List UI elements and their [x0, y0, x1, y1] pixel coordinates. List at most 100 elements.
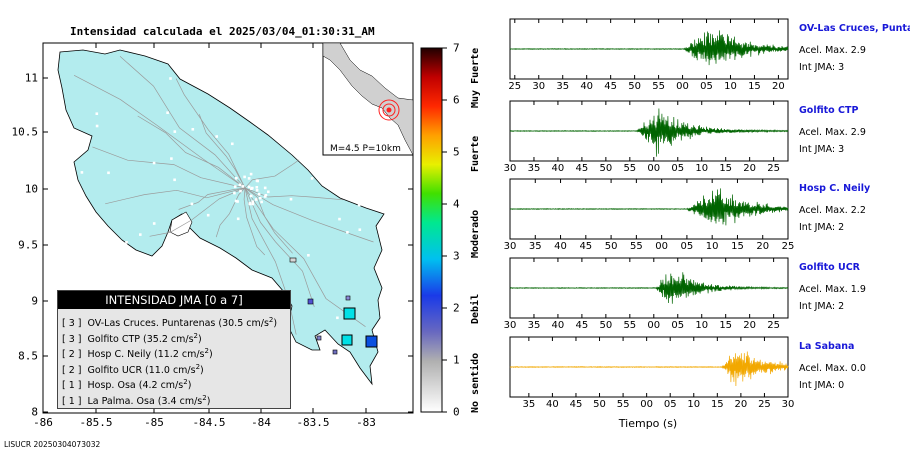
town-dot — [248, 202, 252, 206]
station-jma-intensity: Int JMA: 0 — [799, 380, 845, 391]
time-tick-label: 45 — [569, 399, 583, 410]
town-dot — [107, 171, 110, 175]
station-max-accel: Acel. Max. 2.9 — [799, 45, 866, 56]
town-dot — [247, 185, 251, 189]
legend-row: [ 2 ] Golfito UCR (11.0 cm/s2) — [58, 360, 290, 376]
legend-row-close: ) — [200, 364, 204, 376]
town-dot — [80, 171, 84, 174]
town-dot — [358, 228, 362, 231]
town-dot — [233, 191, 236, 195]
costa-rica-land — [57, 49, 385, 386]
legend-row: [ 3 ] OV-Las Cruces. Puntarenas (30.5 cm/… — [58, 313, 290, 329]
time-tick-label: 00 — [647, 163, 661, 174]
legend-row-close: ) — [198, 333, 202, 345]
time-tick-label: 05 — [671, 163, 685, 174]
legend-row-text: Hosp. Osa (4.2 cm/s — [87, 380, 184, 392]
time-tick-label: 35 — [527, 163, 541, 174]
town-dot — [241, 185, 245, 188]
time-tick-label: 55 — [616, 399, 630, 410]
time-tick-label: 50 — [599, 320, 613, 331]
seismogram-panel — [509, 257, 789, 319]
time-tick-label: 50 — [604, 241, 618, 252]
town-dot — [108, 259, 111, 262]
town-dot — [289, 197, 293, 201]
time-tick-label: 45 — [604, 81, 618, 92]
town-dot — [187, 78, 190, 81]
town-dot — [259, 196, 262, 200]
town-dot — [307, 254, 310, 257]
legend-row-text: OV-Las Cruces. Puntarenas (30.5 cm/s — [87, 318, 269, 330]
legend-row-level: [ 2 ] — [62, 364, 82, 376]
station-name: La Sabana — [799, 341, 855, 352]
time-tick-label: 20 — [743, 163, 757, 174]
town-dot — [125, 241, 128, 244]
time-tick-label: 35 — [522, 399, 536, 410]
time-tick-label: 25 — [758, 399, 771, 410]
time-axis-label: Tiempo (s) — [618, 417, 678, 430]
road — [244, 187, 315, 308]
time-tick-label: 25 — [508, 81, 522, 92]
station-max-accel: Acel. Max. 2.2 — [799, 205, 866, 216]
lon-tick-label: -86 — [33, 416, 53, 429]
legend-row-text: Golfito CTP (35.2 cm/s — [87, 333, 194, 345]
lon-tick-label: -85 — [144, 416, 164, 429]
legend-row-level: [ 1 ] — [62, 395, 82, 407]
station-max-accel: Acel. Max. 2.9 — [799, 127, 866, 138]
town-dot — [254, 198, 258, 201]
colorbar-tick-label: 3 — [453, 249, 460, 263]
colorbar-tick-label: 2 — [453, 301, 460, 315]
legend-row-unit-exponent: 2 — [202, 393, 207, 402]
town-dot — [249, 194, 253, 198]
road — [244, 187, 366, 327]
lat-tick-label: 8 — [31, 405, 38, 419]
town-dot — [139, 262, 143, 265]
station-jma-intensity: Int JMA: 3 — [799, 62, 845, 73]
time-tick-label: 10 — [724, 81, 737, 92]
town-dot — [243, 175, 246, 179]
time-tick-label: 20 — [743, 320, 757, 331]
station-jma-intensity: Int JMA: 3 — [799, 144, 845, 155]
lon-tick-label: -83 — [356, 416, 376, 429]
time-tick-label: 15 — [731, 241, 744, 252]
nicoya-gulf-water — [169, 211, 193, 237]
town-dot — [170, 157, 173, 160]
waveform-trace — [509, 272, 789, 304]
town-dot — [247, 177, 251, 180]
time-tick-label: 00 — [655, 241, 668, 252]
road — [244, 187, 374, 243]
time-tick-label: 10 — [695, 320, 709, 331]
town-dot — [152, 222, 156, 225]
time-tick-label: 15 — [710, 399, 724, 410]
town-dot — [110, 258, 113, 261]
legend-row-unit-exponent: 2 — [195, 362, 201, 371]
time-tick-label: 30 — [532, 81, 546, 92]
town-dot — [231, 142, 234, 146]
town-dot — [263, 186, 267, 190]
time-tick-label: 45 — [579, 241, 593, 252]
time-tick-label: 40 — [554, 241, 567, 252]
time-tick-label: 05 — [680, 241, 694, 252]
road — [105, 187, 246, 205]
time-tick-label: 45 — [575, 163, 589, 174]
station-name: Golfito CTP — [799, 105, 859, 116]
time-tick-label: 20 — [734, 399, 748, 410]
legend-row-close: ) — [208, 349, 213, 361]
town-dot — [357, 203, 361, 207]
town-dot — [251, 200, 254, 203]
town-dot — [238, 183, 242, 187]
road — [92, 146, 246, 189]
legend-title: INTENSIDAD JMA [0 a 7] — [58, 291, 290, 309]
town-dot — [255, 189, 259, 192]
town-dot — [310, 177, 314, 180]
station-jma-intensity: Int JMA: 2 — [799, 222, 845, 233]
lat-tick-label: 9 — [31, 294, 38, 308]
time-tick-label: 15 — [719, 320, 733, 331]
time-tick-label: 35 — [527, 320, 541, 331]
town-dot — [95, 124, 99, 128]
town-dot — [173, 130, 177, 133]
colorbar-tick-label: 0 — [453, 405, 460, 419]
legend-row-unit-exponent: 2 — [268, 316, 274, 324]
town-dot — [319, 116, 322, 119]
time-tick-label: 30 — [503, 241, 517, 252]
